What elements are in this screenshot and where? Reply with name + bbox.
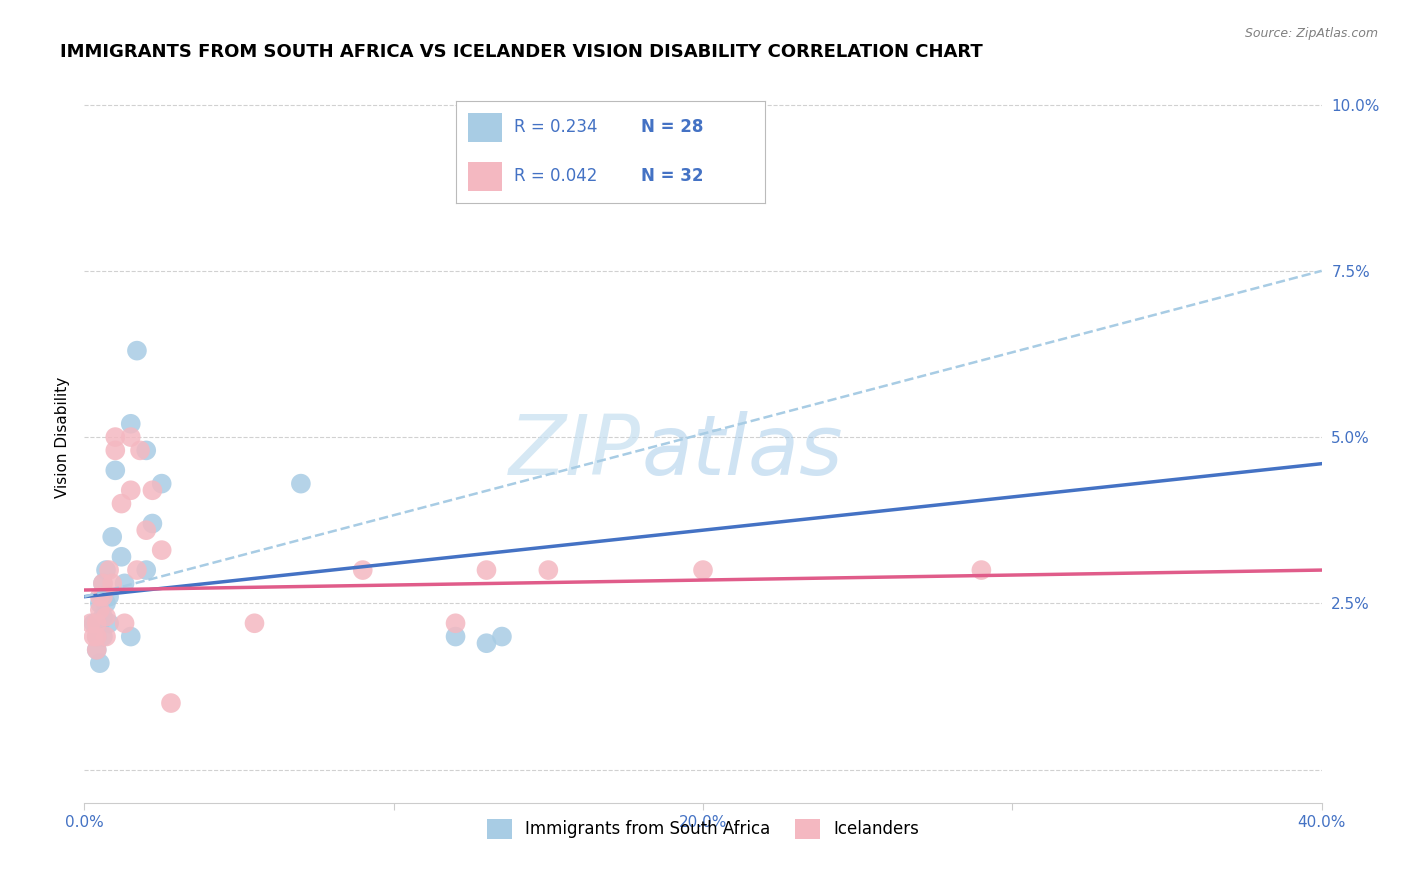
Point <box>91 630 114 644</box>
Point <box>86 616 108 631</box>
Point <box>135 563 157 577</box>
Legend: Immigrants from South Africa, Icelanders: Immigrants from South Africa, Icelanders <box>479 812 927 846</box>
Point <box>94 609 117 624</box>
Point <box>94 596 117 610</box>
Point <box>91 590 114 604</box>
Point <box>129 443 152 458</box>
Point <box>101 576 124 591</box>
Point <box>89 603 111 617</box>
Point <box>120 430 142 444</box>
Point <box>141 516 163 531</box>
Point <box>120 483 142 498</box>
Point <box>970 563 993 577</box>
Point <box>86 630 108 644</box>
Point <box>91 576 114 591</box>
Point <box>125 563 148 577</box>
Y-axis label: Vision Disability: Vision Disability <box>55 376 70 498</box>
Text: IMMIGRANTS FROM SOUTH AFRICA VS ICELANDER VISION DISABILITY CORRELATION CHART: IMMIGRANTS FROM SOUTH AFRICA VS ICELANDE… <box>59 44 983 62</box>
Point <box>98 616 121 631</box>
Point <box>86 643 108 657</box>
Point <box>444 630 467 644</box>
Point <box>114 616 136 631</box>
Point <box>89 616 111 631</box>
Point <box>290 476 312 491</box>
Point <box>135 443 157 458</box>
Point <box>692 563 714 577</box>
Point <box>91 576 114 591</box>
Point <box>120 630 142 644</box>
Point <box>86 643 108 657</box>
Point <box>86 630 108 644</box>
Text: atlas: atlas <box>641 411 842 492</box>
Point <box>475 636 498 650</box>
Point <box>125 343 148 358</box>
Point <box>475 563 498 577</box>
Point <box>104 443 127 458</box>
Point <box>104 430 127 444</box>
Point <box>98 563 121 577</box>
Point <box>160 696 183 710</box>
Point <box>110 549 132 564</box>
Point <box>94 630 117 644</box>
Point <box>491 630 513 644</box>
Point <box>120 417 142 431</box>
Point <box>444 616 467 631</box>
Point <box>98 590 121 604</box>
Point <box>110 497 132 511</box>
Point <box>89 590 111 604</box>
Point <box>83 630 105 644</box>
Point <box>150 543 173 558</box>
Point <box>352 563 374 577</box>
Point <box>94 563 117 577</box>
Point <box>89 596 111 610</box>
Point <box>104 463 127 477</box>
Point <box>243 616 266 631</box>
Point <box>91 609 114 624</box>
Text: ZIP: ZIP <box>509 411 641 492</box>
Point <box>83 616 105 631</box>
Point <box>537 563 560 577</box>
Point <box>114 576 136 591</box>
Point <box>135 523 157 537</box>
Point <box>89 656 111 670</box>
Point <box>101 530 124 544</box>
Point <box>79 616 101 631</box>
Point <box>141 483 163 498</box>
Point <box>150 476 173 491</box>
Text: Source: ZipAtlas.com: Source: ZipAtlas.com <box>1244 27 1378 40</box>
